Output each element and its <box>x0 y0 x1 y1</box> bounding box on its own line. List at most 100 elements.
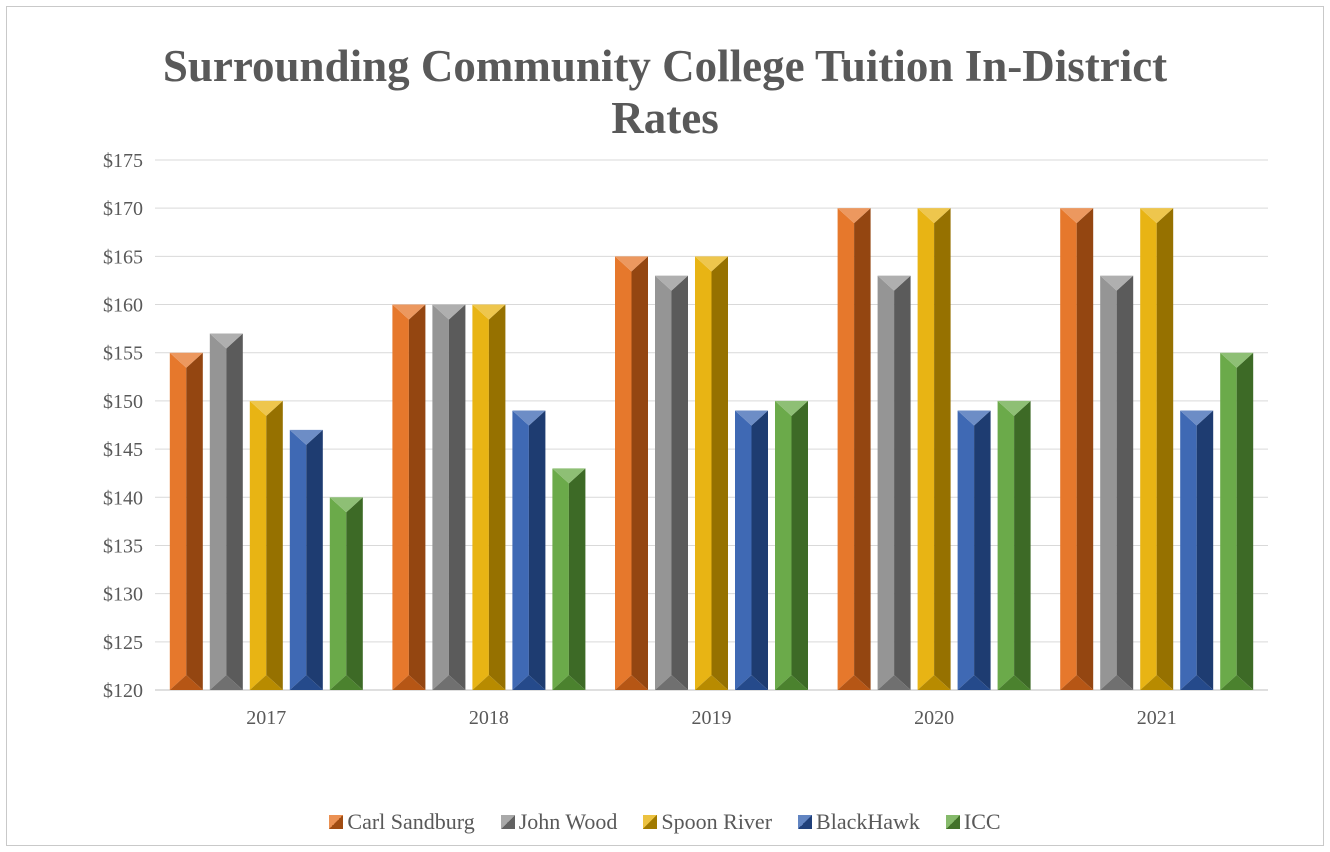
y-tick-label: $135 <box>103 535 143 557</box>
y-tick-label: $130 <box>103 584 143 606</box>
bar-face-top <box>695 256 728 272</box>
legend-swatch <box>643 815 658 829</box>
bar-face-top <box>432 304 466 320</box>
bar-face-left <box>957 410 975 690</box>
bar-face-left <box>837 208 855 690</box>
bar <box>957 410 991 690</box>
bar-face-bottom <box>615 675 648 690</box>
bar-face-bottom <box>877 675 911 690</box>
bar <box>1100 275 1134 690</box>
bar-face-bottom <box>552 675 586 690</box>
chart-title: Surrounding Community College Tuition In… <box>0 40 1330 144</box>
bar <box>552 468 586 690</box>
bar-face-right <box>1076 208 1094 690</box>
x-tick-label: 2021 <box>1137 707 1177 729</box>
y-tick-label: $170 <box>103 198 143 220</box>
bar-face-left <box>289 429 307 690</box>
bar-face-left <box>1140 208 1157 690</box>
bar <box>735 410 768 690</box>
bar-face-bottom <box>917 675 951 690</box>
legend-item: BlackHawk <box>798 809 920 835</box>
bar <box>392 304 426 690</box>
bar <box>512 410 546 690</box>
legend-swatch <box>945 815 960 829</box>
bar-face-left <box>917 208 935 690</box>
x-tick-label: 2020 <box>914 707 954 729</box>
bar-face-right <box>1236 352 1254 690</box>
bar-face-top <box>837 208 871 224</box>
bar-face-left <box>169 352 187 690</box>
bar-face-left <box>249 400 267 690</box>
bar-face-bottom <box>1140 675 1174 690</box>
y-tick-label: $125 <box>103 632 143 654</box>
bar <box>655 275 688 690</box>
bar-face-bottom <box>329 675 363 690</box>
bar-face-right <box>408 304 426 690</box>
legend-label: Carl Sandburg <box>347 809 475 834</box>
bar-face-right <box>791 400 808 690</box>
bar <box>917 208 951 690</box>
bar-face-top <box>169 352 203 368</box>
bar-face-right <box>1196 410 1214 690</box>
x-tick-label: 2019 <box>692 707 732 729</box>
legend-swatch <box>500 815 515 829</box>
chart-title-line-2: Rates <box>611 93 719 143</box>
chart-title-line-1: Surrounding Community College Tuition In… <box>162 41 1168 91</box>
bar <box>615 256 648 690</box>
bar <box>1060 208 1094 690</box>
bar-face-right <box>934 208 951 690</box>
bar-face-bottom <box>1220 675 1254 690</box>
bar <box>1140 208 1174 690</box>
bar-face-bottom <box>1180 675 1214 690</box>
bar-face-right <box>568 468 586 690</box>
bar <box>329 497 363 690</box>
legend-swatch <box>798 815 813 829</box>
bar-face-bottom <box>169 675 203 690</box>
bar-face-bottom <box>209 675 243 690</box>
bar-face-right <box>711 256 728 690</box>
y-tick-label: $120 <box>103 680 143 702</box>
legend-item: Spoon River <box>643 809 772 835</box>
bar-face-top <box>392 304 426 320</box>
bar-face-top <box>735 410 768 426</box>
bar-face-left <box>209 333 227 690</box>
bar-face-left <box>877 275 895 690</box>
x-axis-ticks: 2017 2018 2019 2020 2021 <box>246 707 1176 729</box>
bar-face-bottom <box>695 675 728 690</box>
bar-face-bottom <box>1060 675 1094 690</box>
legend-label: John Wood <box>518 809 618 834</box>
bar-face-bottom <box>249 675 283 690</box>
bar-face-right <box>488 304 506 690</box>
bar-face-bottom <box>432 675 466 690</box>
bar-face-top <box>209 333 243 349</box>
bar-face-bottom <box>1100 675 1134 690</box>
bar <box>837 208 871 690</box>
bar-face-top <box>1220 352 1254 368</box>
bar <box>169 352 203 690</box>
bar-face-right <box>528 410 546 690</box>
y-tick-label: $140 <box>103 487 143 509</box>
bar-face-bottom <box>289 675 323 690</box>
legend-label: ICC <box>963 809 1001 834</box>
bar-face-top <box>249 400 283 416</box>
bar-face-right <box>974 410 991 690</box>
y-tick-label: $145 <box>103 439 143 461</box>
bar-face-bottom <box>735 675 768 690</box>
y-tick-label: $150 <box>103 391 143 413</box>
bar-face-top <box>997 400 1031 416</box>
bar-face-right <box>226 333 243 690</box>
bar-face-right <box>448 304 466 690</box>
bar-face-bottom <box>392 675 426 690</box>
bar-face-bottom <box>837 675 871 690</box>
bar <box>472 304 506 690</box>
bar-face-left <box>432 304 449 690</box>
bar-face-top <box>289 429 323 445</box>
bar-face-right <box>186 352 203 690</box>
legend-swatch <box>329 815 344 829</box>
y-tick-label: $155 <box>103 343 143 365</box>
bar-face-right <box>854 208 871 690</box>
y-axis-ticks: $120 $125 $130 $135 $140 $145 $150 $155 $160 $165… <box>103 150 143 702</box>
bar-face-top <box>1060 208 1094 224</box>
y-tick-label: $160 <box>103 295 143 317</box>
bar-face-top <box>1100 275 1134 291</box>
